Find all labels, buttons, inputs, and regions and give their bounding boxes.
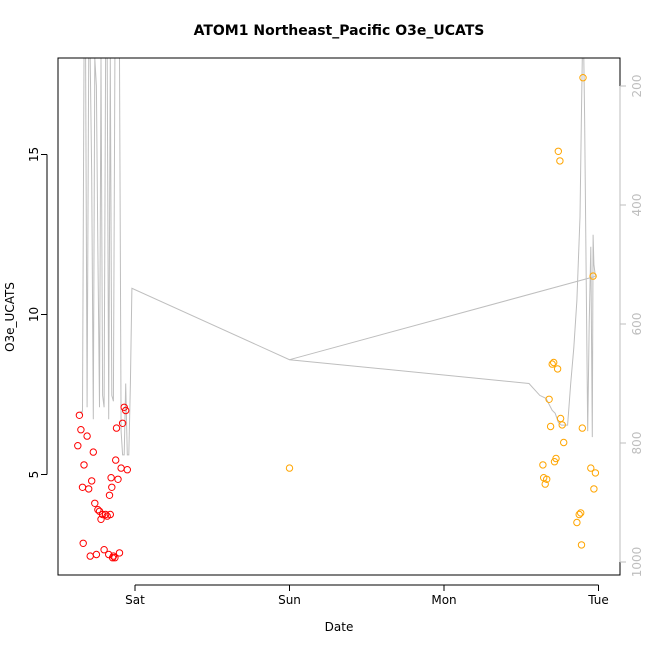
data-point: [77, 426, 85, 434]
data-point: [552, 454, 560, 463]
data-point: [112, 456, 120, 464]
data-point: [74, 442, 82, 450]
y2-tick-label: 1000: [630, 547, 644, 578]
chart-title: ATOM1 Northeast_Pacific O3e_UCATS: [194, 23, 485, 39]
x-tick-label: Sat: [125, 593, 145, 607]
data-point: [591, 469, 600, 477]
data-point: [122, 406, 130, 415]
data-point: [543, 475, 551, 483]
data-point: [558, 421, 566, 429]
data-point: [577, 541, 586, 549]
data-point: [112, 424, 121, 432]
data-point: [545, 395, 553, 403]
data-point: [80, 461, 88, 469]
data-point: [554, 147, 562, 156]
data-point: [92, 550, 101, 559]
data-point: [85, 485, 93, 493]
data-point: [91, 499, 99, 507]
data-point: [107, 474, 115, 482]
data-point: [546, 422, 555, 431]
data-point: [100, 546, 108, 554]
data-point: [108, 483, 116, 491]
pressure-track-line: [80, 57, 596, 456]
data-point: [94, 506, 102, 514]
data-point: [88, 477, 96, 485]
x-tick-label: Tue: [587, 593, 609, 607]
data-point: [589, 272, 597, 280]
y-axis-label: O3e_UCATS: [3, 282, 17, 352]
y2-tick-label: 600: [630, 313, 644, 336]
data-point: [106, 510, 115, 519]
data-point: [79, 539, 87, 547]
x-tick-label: Sun: [278, 593, 301, 607]
y2-tick-label: 200: [630, 75, 644, 98]
data-point: [553, 365, 562, 373]
x-axis: Sat Sun Mon Tue: [125, 584, 609, 607]
y-tick-label: 10: [27, 307, 41, 322]
data-point: [556, 414, 565, 423]
plot-box: [57, 57, 621, 576]
data-point: [98, 510, 107, 519]
data-point: [105, 491, 114, 499]
data-point: [101, 510, 110, 519]
y-tick-label: 15: [27, 147, 41, 162]
data-point: [89, 448, 98, 456]
data-point: [109, 552, 118, 560]
y2-tick-label: 800: [630, 432, 644, 455]
right-pressure-axis: 200 400 600 800 1000: [619, 75, 644, 578]
data-point: [550, 358, 558, 367]
data-point: [111, 554, 119, 562]
pressure-track-layer: [80, 57, 596, 456]
data-point: [548, 360, 556, 368]
data-point: [587, 464, 595, 472]
data-point: [97, 515, 105, 523]
data-point: [575, 510, 583, 519]
data-point: [539, 461, 547, 469]
data-point: [590, 485, 598, 493]
data-point: [117, 464, 125, 472]
data-point: [75, 411, 84, 419]
pressure-track-branch: [289, 275, 596, 361]
data-point: [118, 419, 127, 427]
data-point: [86, 552, 94, 560]
data-point: [123, 466, 132, 474]
data-point: [578, 424, 586, 432]
data-point: [285, 464, 294, 472]
data-point: [114, 475, 122, 483]
data-point: [83, 432, 91, 440]
x-axis-label: Date: [325, 620, 354, 634]
y2-tick-label: 400: [630, 194, 644, 217]
data-point: [541, 480, 549, 488]
y-axis: 5 10 15: [27, 147, 48, 479]
data-points-layer: [74, 74, 600, 562]
x-tick-label: Mon: [431, 593, 456, 607]
data-point: [577, 509, 585, 517]
data-point: [78, 483, 87, 491]
data-point: [573, 518, 581, 527]
data-point: [579, 74, 587, 82]
data-point: [556, 157, 564, 165]
y-tick-label: 5: [27, 471, 41, 479]
data-point: [560, 438, 568, 447]
data-point: [115, 549, 124, 557]
